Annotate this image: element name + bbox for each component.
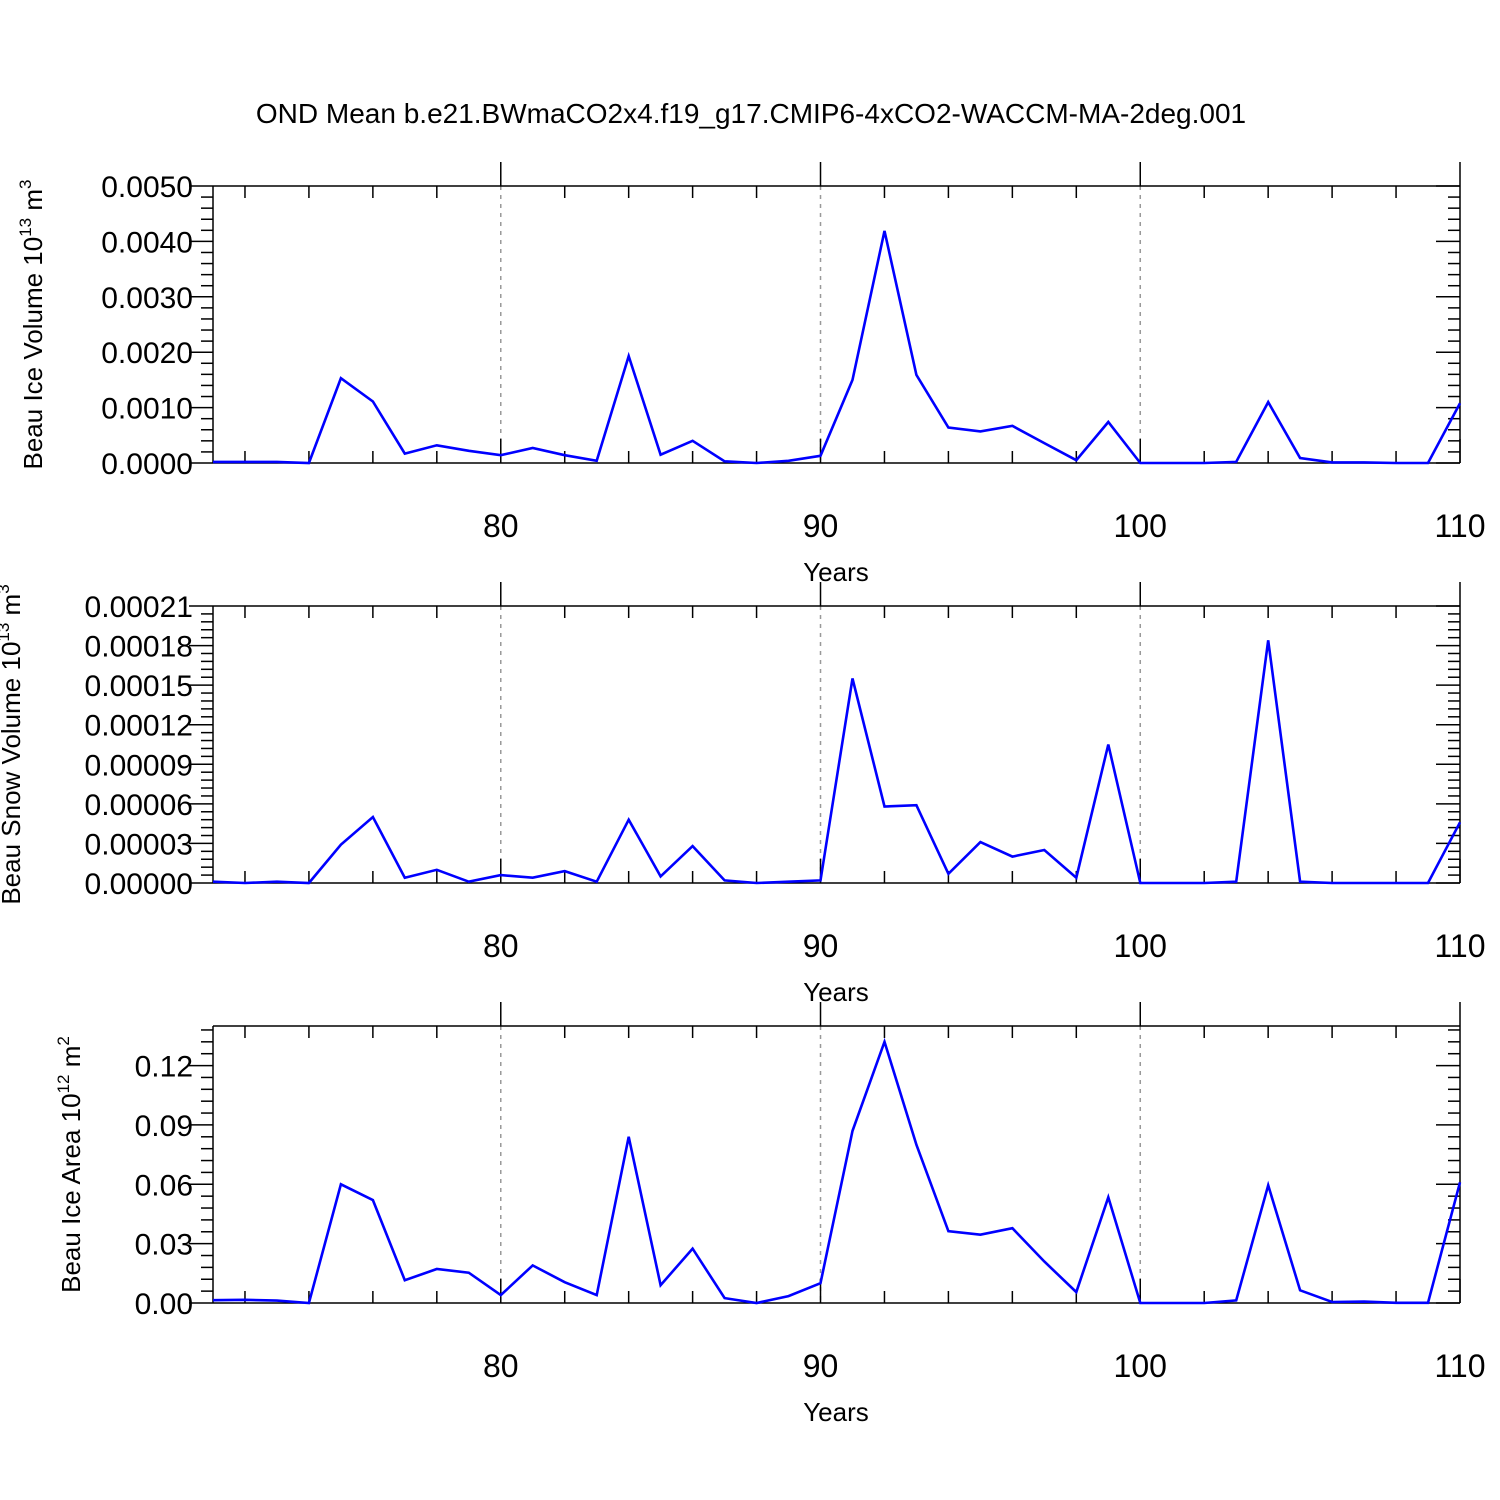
x-tick-label: 90 bbox=[803, 928, 839, 964]
x-tick-label: 100 bbox=[1114, 508, 1167, 544]
chart-title: OND Mean b.e21.BWmaCO2x4.f19_g17.CMIP6-4… bbox=[256, 98, 1246, 129]
x-tick-label: 100 bbox=[1114, 1348, 1167, 1384]
x-tick-label: 80 bbox=[483, 928, 519, 964]
y-tick-label: 0.00015 bbox=[85, 670, 193, 703]
y-tick-label: 0.0010 bbox=[101, 393, 193, 426]
series-line bbox=[213, 230, 1462, 465]
x-tick-label: 100 bbox=[1114, 928, 1167, 964]
panel-3: 80 90 100 110 0.00 0.03 0.06 0.09 0.12 Years Beau … bbox=[54, 1002, 1486, 1427]
y-tick-label: 0.00 bbox=[135, 1288, 193, 1321]
y-tick-label: 0.00018 bbox=[85, 631, 193, 664]
y-tick-label: 0.0000 bbox=[101, 448, 193, 481]
y-tick-label: 0.09 bbox=[135, 1110, 193, 1143]
y-tick-label: 0.00021 bbox=[85, 591, 193, 624]
y-axis-label: Beau Ice Area 1012 m2 bbox=[54, 1036, 86, 1293]
x-tick-label: 90 bbox=[803, 1348, 839, 1384]
x-tick-label: 110 bbox=[1434, 1348, 1485, 1384]
y-tick-label: 0.0020 bbox=[101, 337, 193, 370]
x-axis-label: Years bbox=[803, 557, 869, 587]
y-axis-label: Beau Snow Volume 1013 m3 bbox=[0, 584, 26, 904]
x-tick-label: 80 bbox=[483, 1348, 519, 1384]
x-tick-label: 90 bbox=[803, 508, 839, 544]
series-line bbox=[212, 1037, 1462, 1305]
y-tick-label: 0.03 bbox=[135, 1229, 193, 1262]
y-tick-label: 0.06 bbox=[135, 1169, 193, 1202]
y-tick-label: 0.00009 bbox=[85, 749, 193, 782]
y-tick-label: 0.0050 bbox=[101, 171, 193, 204]
x-tick-label: 110 bbox=[1434, 508, 1485, 544]
y-tick-label: 0.0040 bbox=[101, 226, 193, 259]
y-axis-label: Beau Ice Volume 1013 m3 bbox=[16, 180, 48, 470]
series-line bbox=[212, 640, 1462, 885]
x-tick-label: 110 bbox=[1434, 928, 1485, 964]
y-tick-label: 0.12 bbox=[135, 1051, 193, 1084]
y-tick-label: 0.00003 bbox=[85, 828, 193, 861]
panel-1: 80 90 100 110 0.0000 0.0010 0.0020 0.0030 0.0040… bbox=[16, 162, 1486, 587]
x-axis-label: Years bbox=[803, 977, 869, 1007]
y-tick-label: 0.00000 bbox=[85, 868, 193, 901]
panel-2: 80 90 100 110 0.00000 0.00003 0.00006 0.00009 0.… bbox=[0, 582, 1486, 1007]
y-tick-label: 0.00012 bbox=[85, 710, 193, 743]
y-tick-label: 0.0030 bbox=[101, 282, 193, 315]
x-axis-label: Years bbox=[803, 1397, 869, 1427]
x-tick-label: 80 bbox=[483, 508, 519, 544]
y-tick-label: 0.00006 bbox=[85, 789, 193, 822]
